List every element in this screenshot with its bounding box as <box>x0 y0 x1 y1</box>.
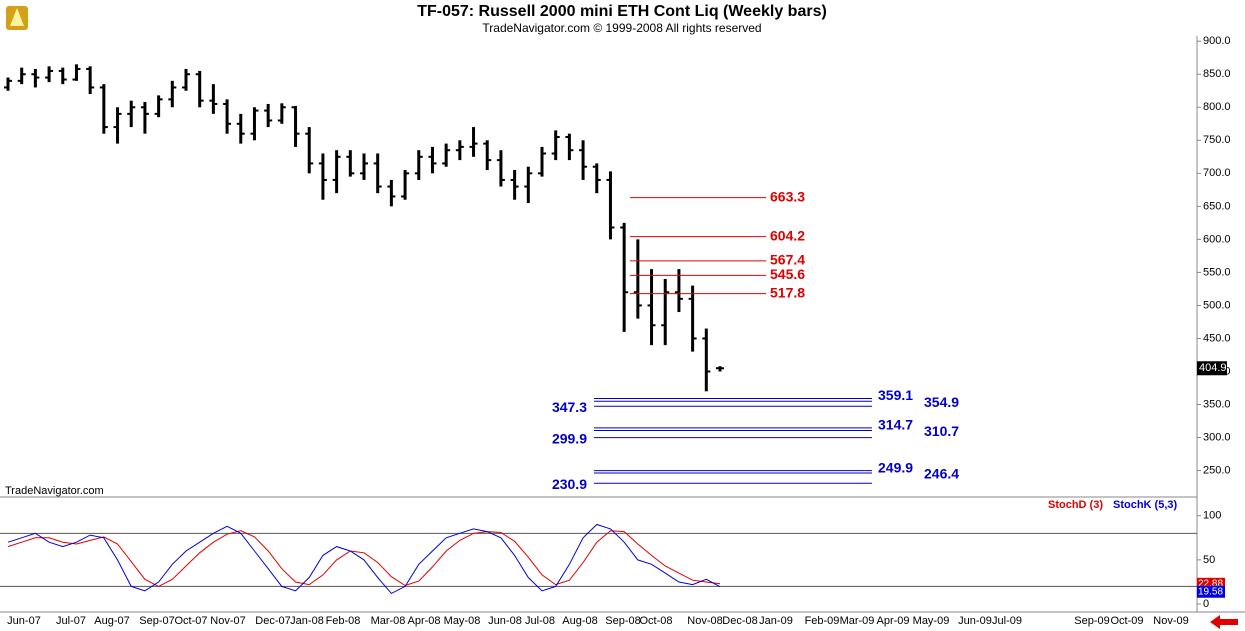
y-tick-label: 600.0 <box>1203 233 1231 245</box>
x-tick-label: Dec-07 <box>255 615 290 627</box>
support-label: 354.9 <box>924 394 959 410</box>
x-tick-label: Sep-09 <box>1074 615 1109 627</box>
last-value-label: 22.88 <box>1198 578 1223 589</box>
last-price-label: 404.9 <box>1199 362 1227 374</box>
y-tick-label: 100 <box>1203 510 1221 522</box>
resistance-label: 545.6 <box>770 266 805 282</box>
y-tick-label: 450.0 <box>1203 332 1231 344</box>
scroll-arrow[interactable] <box>1210 615 1238 629</box>
legend-entry: StochD (3) <box>1048 499 1103 511</box>
resistance-label: 663.3 <box>770 188 805 204</box>
y-tick-label: 850.0 <box>1203 68 1231 80</box>
x-tick-label: Apr-09 <box>876 615 909 627</box>
x-tick-label: Feb-09 <box>805 615 840 627</box>
x-tick-label: Feb-08 <box>326 615 361 627</box>
stoch-line <box>7 530 721 587</box>
x-tick-label: Apr-08 <box>407 615 440 627</box>
last-value-box <box>1197 585 1225 598</box>
label-bg <box>766 253 808 268</box>
support-label: 314.7 <box>878 417 913 433</box>
label-bg <box>766 190 808 205</box>
x-tick-label: Jul-09 <box>992 615 1022 627</box>
y-tick-label: 800.0 <box>1203 101 1231 113</box>
x-tick-label: Jul-08 <box>525 615 555 627</box>
support-label: 347.3 <box>552 399 587 415</box>
x-tick-label: Aug-08 <box>562 615 597 627</box>
label-bg <box>766 268 808 283</box>
x-tick-label: Nov-08 <box>687 615 722 627</box>
x-tick-label: Jul-07 <box>56 615 86 627</box>
last-value-label: 19.58 <box>1198 586 1223 597</box>
x-tick-label: Oct-07 <box>174 615 207 627</box>
x-tick-label: Sep-07 <box>139 615 174 627</box>
legend-entry: StochK (5,3) <box>1113 499 1178 511</box>
x-tick-label: Sep-08 <box>605 615 640 627</box>
resistance-label: 604.2 <box>770 227 805 243</box>
label-bg <box>766 286 808 301</box>
y-tick-label: 350.0 <box>1203 398 1231 410</box>
y-tick-label: 300.0 <box>1203 431 1231 443</box>
y-tick-label: 50 <box>1203 554 1215 566</box>
y-tick-label: 650.0 <box>1203 200 1231 212</box>
subtitle: TradeNavigator.com © 1999-2008 All right… <box>482 21 761 35</box>
y-tick-label: 250.0 <box>1203 464 1231 476</box>
x-tick-label: Aug-07 <box>94 615 129 627</box>
x-tick-label: Jun-08 <box>488 615 522 627</box>
watermark: TradeNavigator.com <box>5 485 104 497</box>
y-tick-label: 500.0 <box>1203 299 1231 311</box>
y-tick-label: 0 <box>1203 598 1209 610</box>
x-tick-label: Jan-08 <box>290 615 324 627</box>
x-tick-label: Oct-08 <box>639 615 672 627</box>
support-label: 230.9 <box>552 476 587 492</box>
label-bg <box>766 229 808 244</box>
resistance-label: 517.8 <box>770 284 805 300</box>
stoch-line <box>7 523 721 595</box>
x-tick-label: Mar-08 <box>371 615 406 627</box>
x-tick-label: May-09 <box>913 615 950 627</box>
support-label: 299.9 <box>552 430 587 446</box>
x-tick-label: Oct-09 <box>1110 615 1143 627</box>
y-tick-label: 750.0 <box>1203 134 1231 146</box>
support-label: 310.7 <box>924 423 959 439</box>
x-tick-label: May-08 <box>444 615 481 627</box>
x-tick-label: Dec-08 <box>722 615 757 627</box>
y-tick-label: 550.0 <box>1203 266 1231 278</box>
x-tick-label: Mar-09 <box>840 615 875 627</box>
x-tick-label: Jan-09 <box>759 615 793 627</box>
x-tick-label: Jun-09 <box>958 615 992 627</box>
x-tick-label: Jun-07 <box>7 615 41 627</box>
x-tick-label: Nov-07 <box>210 615 245 627</box>
y-tick-label: 700.0 <box>1203 167 1231 179</box>
support-label: 246.4 <box>924 466 959 482</box>
support-label: 249.9 <box>878 459 913 475</box>
x-tick-label: Nov-09 <box>1153 615 1188 627</box>
last-price-box <box>1197 361 1227 376</box>
chart-title: TF-057: Russell 2000 mini ETH Cont Liq (… <box>417 3 827 20</box>
y-tick-label: 900.0 <box>1203 35 1231 47</box>
logo <box>6 6 28 30</box>
resistance-label: 567.4 <box>770 252 805 268</box>
support-label: 359.1 <box>878 387 913 403</box>
